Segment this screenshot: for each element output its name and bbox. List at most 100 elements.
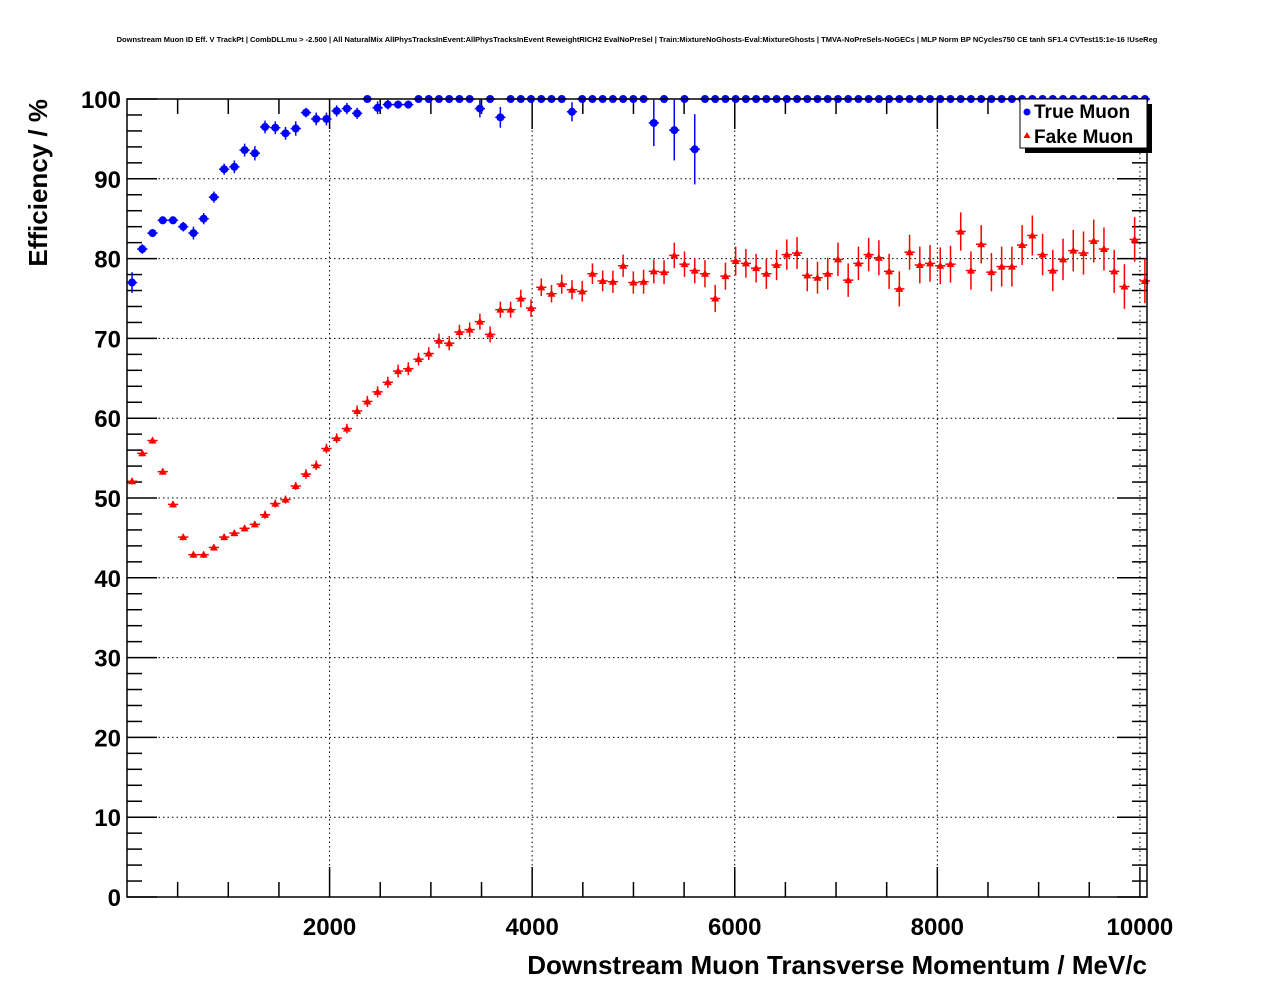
legend-marker-true-muon-icon [1023,108,1031,116]
data-point [271,499,280,507]
data-point [394,100,403,109]
data-point [496,305,505,313]
data-point [752,264,761,272]
data-point [301,108,310,117]
data-point [250,149,259,158]
y-tick-label: 20 [94,725,121,752]
data-point [291,482,300,490]
data-point [588,269,597,277]
data-point [527,304,536,312]
data-point [1069,246,1078,254]
data-point [813,273,822,281]
data-point [1130,235,1139,243]
data-point [342,104,351,113]
y-tick-label: 70 [94,326,121,353]
data-point [598,276,607,284]
data-point [721,272,730,280]
data-point [240,146,249,155]
data-point [128,278,137,287]
data-point [465,325,474,333]
data-point [854,259,863,267]
data-point [803,271,812,279]
data-point [844,276,853,284]
x-tick-label: 6000 [708,914,761,941]
data-point [322,444,331,452]
data-point [670,126,679,135]
data-point [506,305,515,313]
data-point [383,100,392,109]
data-point [537,283,546,291]
data-point [823,269,832,277]
data-point [1079,249,1088,257]
data-point [168,500,177,508]
data-point [291,124,300,133]
plot-frame [126,98,1148,898]
data-point [199,550,208,558]
legend-box [1019,98,1148,149]
data-point [353,109,362,118]
x-tick-label: 8000 [911,914,964,941]
y-axis-title: Efficiency / % [23,99,53,267]
y-tick-label: 30 [94,646,121,673]
data-point [373,103,382,112]
y-tick-label: 60 [94,406,121,433]
data-point [138,245,147,254]
x-tick-label: 10000 [1107,914,1174,941]
data-point [312,114,321,123]
y-tick-label: 90 [94,167,121,194]
data-point [404,364,413,372]
data-point [782,250,791,258]
data-point [567,285,576,293]
data-point [557,280,566,288]
data-point [189,229,198,238]
x-tick-label: 2000 [303,914,356,941]
legend: True Muon Fake Muon [1019,98,1152,153]
data-point [158,467,167,475]
data-point [353,407,362,415]
grid-lines [127,99,1147,897]
data-point [700,269,709,277]
data-point [741,259,750,267]
data-point [199,214,208,223]
data-point [261,510,270,518]
data-point [711,294,720,302]
data-point [680,260,689,268]
data-point [905,248,914,256]
data-point [261,122,270,131]
data-point [639,277,648,285]
data-point [987,268,996,276]
legend-label-fake-muon: Fake Muon [1034,127,1133,148]
data-point [312,461,321,469]
data-point [1048,266,1057,274]
data-point [332,106,341,115]
data-point [486,330,495,338]
data-point [138,449,147,457]
data-point [424,349,433,357]
data-point [332,434,341,442]
y-tick-label: 100 [81,87,121,114]
data-point [168,216,177,225]
data-point [394,367,403,375]
data-point [189,550,198,558]
data-point [271,123,280,132]
data-point [250,520,259,528]
data-point [547,289,556,297]
data-point [1018,241,1027,249]
data-point [997,262,1006,270]
y-tick-label: 50 [94,486,121,513]
data-point [977,240,986,248]
data-point [731,256,740,264]
data-point [793,249,802,257]
data-point [1059,255,1068,263]
data-point [209,193,218,202]
data-point [209,543,218,551]
data-point [179,222,188,231]
x-axis-title: Downstream Muon Transverse Momentum / Me… [527,950,1147,980]
data-point [220,165,229,174]
data-point [649,118,658,127]
data-point [619,261,628,269]
data-point [1038,250,1047,258]
data-point [567,107,576,116]
y-tick-label: 10 [94,805,121,832]
